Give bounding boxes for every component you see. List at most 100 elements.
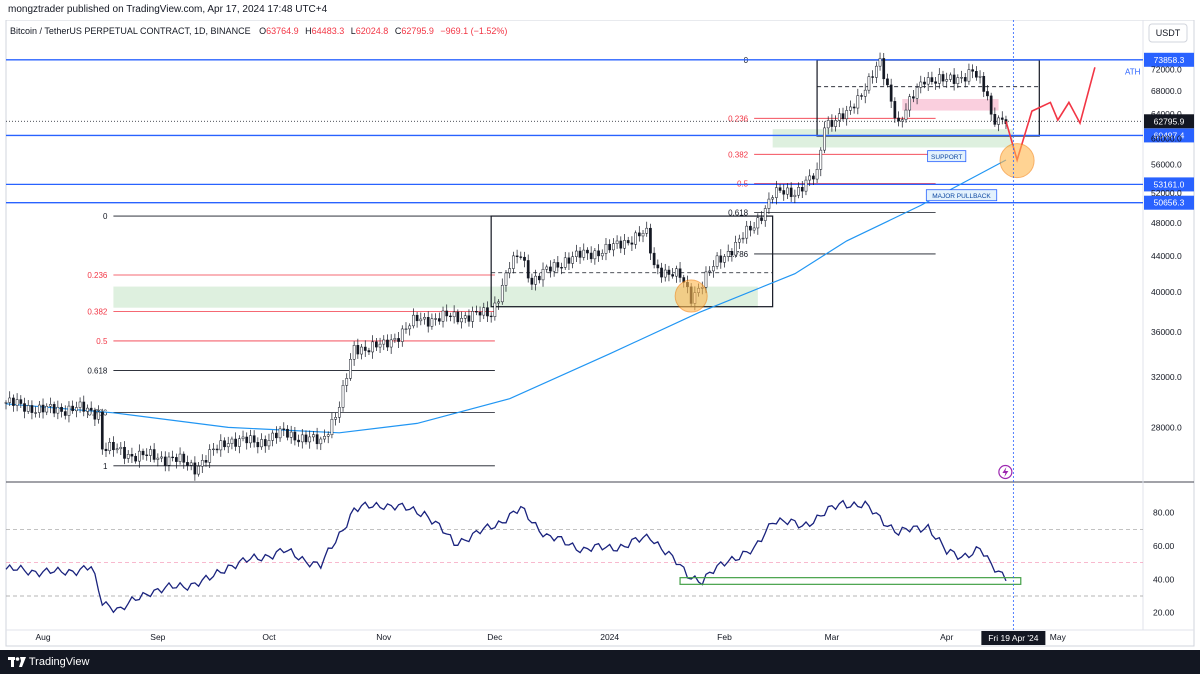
support-label: SUPPORT [931,154,962,161]
annotations-layer[interactable]: ATH SUPPORT MAJOR PULLBACK [925,20,1141,630]
candle-body [949,74,952,80]
level-price-tag [1144,177,1194,192]
current-date-label: Fri 19 Apr '24 [988,633,1039,643]
candle-body [289,431,293,438]
candle-body [167,456,171,466]
candle-body [889,84,893,102]
price-axis-tick: 52000.0 [1151,188,1182,198]
candle-body [734,241,737,256]
candle-body [452,311,456,318]
horizontal-levels-layer[interactable]: 73858.3 60497.4 53161.0 50656.3 62795.9 [6,52,1194,210]
candle-body [823,127,826,151]
publisher-line: mongztrader published on TradingView.com… [8,4,328,15]
candle-body [863,89,867,97]
candle-body [563,257,567,268]
range-box[interactable] [490,215,774,308]
candle-body [974,71,978,78]
candle-body [715,255,719,267]
candle-body [200,460,204,467]
candle-body [674,268,678,277]
candle-body [560,267,563,269]
candle-body [937,74,941,84]
brand-label: TradingView [28,656,90,668]
candle-body [230,438,234,444]
candle-body [275,432,278,439]
candle-body [926,77,930,85]
candle-body [45,405,49,413]
price-axis-tick: 32000.0 [1151,372,1182,382]
candle-body [504,272,508,286]
candle-body [41,404,45,413]
moving-average-line [5,159,1007,434]
candle-body [156,457,160,460]
candle-body [282,428,286,430]
candle-body [912,96,915,99]
lightning-bolt-icon [1002,467,1009,477]
candle-body [108,442,112,451]
candle-body [419,318,423,322]
candle-body [860,95,863,97]
fib_right-level-label: 0.618 [728,208,749,217]
currency-button[interactable] [1148,23,1188,43]
currency-label: USDT [1156,28,1181,38]
candle-body [26,405,30,412]
highlight-circle-left[interactable] [674,279,708,313]
rsi-layer [5,499,1143,614]
candle-body [8,397,12,403]
candle-body [49,404,52,407]
candle-body [15,399,19,406]
candle-body [512,255,515,269]
candle-body [815,169,819,180]
candle-body [986,91,989,97]
fib_left-level-label: 0 [103,212,108,221]
candle-body [149,449,152,456]
candle-body [652,252,656,266]
tradingview-logo[interactable]: TradingView [8,650,89,674]
candle-body [234,438,237,447]
legend-change: −969.1 (−1.52%) [440,26,507,36]
moving-average-layer [5,159,1007,434]
candle-body [60,406,63,412]
candle-body [223,440,226,448]
legend-symbol: Bitcoin / TetherUS PERPETUAL CONTRACT, 1… [10,26,251,36]
candle-body [489,315,493,318]
level-price-tag [1144,52,1194,67]
fib_left-level-label: 0.382 [87,307,108,316]
candle-body [115,448,119,451]
candle-body [371,341,375,353]
candle-body [908,96,912,111]
range-boxes-layer[interactable] [490,59,1040,308]
legend-close: 62795.9 [401,26,434,36]
level-price-label: 60497.4 [1154,130,1185,140]
candle-body [308,436,312,443]
candle-body [771,197,774,200]
chart-area[interactable]: 00.2360.3820.50.6180.786100.2360.3820.50… [0,20,1200,650]
candle-body [882,58,886,80]
candle-body [386,339,389,348]
support-label-box [927,150,967,163]
candle-body [482,307,486,316]
candle-body [712,266,715,272]
candle-body [78,401,82,408]
candle-body [871,76,874,78]
highlight-circle-right[interactable] [999,143,1035,179]
candle-body [719,255,723,263]
candle-body [812,175,815,180]
support-zone-right [772,129,1014,148]
candle-body [956,77,960,84]
highlight-circles-layer[interactable] [674,143,1035,313]
candle-body [567,257,571,264]
candle-body [204,460,208,463]
fib_left-level-label: 0.618 [87,366,108,375]
candle-body [475,311,478,313]
candle-body [408,325,412,330]
fib_right-level-label: 0.786 [728,250,749,259]
candle-body [508,268,512,274]
candle-body [730,251,734,256]
candle-body [571,256,574,264]
chart-background [0,20,1200,650]
candle-body [463,315,467,319]
candle-body [104,448,108,451]
candle-body [449,315,452,318]
candle-body [363,346,367,351]
